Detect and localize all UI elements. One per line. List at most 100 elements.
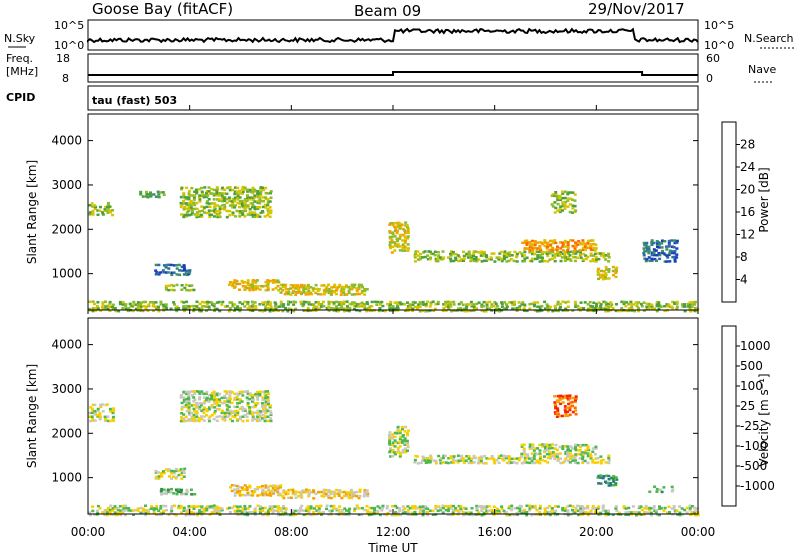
data-cell xyxy=(390,435,394,439)
data-cell xyxy=(693,309,697,313)
data-cell xyxy=(495,509,499,512)
data-cell xyxy=(579,251,583,254)
data-cell xyxy=(563,203,567,206)
data-cell xyxy=(406,449,409,452)
data-cell xyxy=(592,254,596,257)
data-cell xyxy=(162,193,166,197)
data-cell xyxy=(348,287,352,291)
data-cell xyxy=(106,307,110,311)
data-cell xyxy=(599,459,603,462)
data-cell xyxy=(134,307,138,311)
data-cell xyxy=(650,259,654,262)
data-cell xyxy=(255,279,259,282)
data-cell xyxy=(551,455,555,458)
data-cell xyxy=(187,403,191,407)
data-cell xyxy=(121,510,125,514)
data-cell xyxy=(609,482,613,485)
data-cell xyxy=(236,198,240,201)
data-cell xyxy=(250,305,254,308)
data-cell xyxy=(459,301,463,304)
data-cell xyxy=(373,300,377,304)
data-cell xyxy=(246,281,250,285)
data-cell xyxy=(238,505,242,508)
data-cell xyxy=(564,256,568,259)
data-cell xyxy=(395,231,399,235)
data-cell xyxy=(556,409,560,412)
data-cell xyxy=(236,509,240,513)
data-cell xyxy=(174,488,178,491)
data-cell xyxy=(261,405,264,409)
data-cell xyxy=(620,300,624,304)
data-cell xyxy=(172,284,176,288)
data-cell xyxy=(324,489,328,492)
data-cell xyxy=(137,307,141,310)
data-cell xyxy=(452,259,456,263)
data-cell xyxy=(90,411,94,415)
data-cell xyxy=(471,513,475,516)
data-cell xyxy=(573,511,577,514)
data-cell xyxy=(444,505,447,508)
data-cell xyxy=(363,493,367,496)
data-cell xyxy=(324,287,328,290)
data-cell xyxy=(193,398,197,402)
data-cell xyxy=(106,205,109,209)
data-cell xyxy=(472,307,476,311)
data-cell xyxy=(233,494,237,497)
data-cell xyxy=(227,414,231,417)
data-cell xyxy=(404,239,407,243)
data-cell xyxy=(189,206,193,209)
data-cell xyxy=(264,390,268,393)
data-cell xyxy=(670,485,674,489)
data-cell xyxy=(390,513,394,517)
data-cell xyxy=(267,392,271,396)
data-cell xyxy=(93,204,97,207)
data-cell xyxy=(563,509,567,512)
data-cell xyxy=(253,207,257,211)
data-cell xyxy=(170,507,174,510)
data-cell xyxy=(200,205,204,208)
data-cell xyxy=(571,191,575,194)
data-cell xyxy=(213,192,217,196)
data-cell xyxy=(558,396,562,399)
data-cell xyxy=(180,417,184,421)
data-cell xyxy=(193,493,197,496)
data-cell xyxy=(205,409,209,413)
data-cell xyxy=(225,197,229,201)
data-cell xyxy=(599,273,603,277)
data-cell xyxy=(169,511,173,515)
data-cell xyxy=(226,186,230,189)
data-cell xyxy=(179,201,183,205)
data-cell xyxy=(154,269,158,272)
data-cell xyxy=(213,307,217,310)
data-cell xyxy=(633,309,637,313)
data-cell xyxy=(225,392,229,395)
data-cell xyxy=(239,417,242,421)
data-cell xyxy=(546,449,550,452)
data-cell xyxy=(577,449,581,452)
data-cell xyxy=(156,271,160,275)
data-cell xyxy=(465,254,469,257)
data-cell xyxy=(520,445,524,448)
data-cell xyxy=(233,511,237,515)
data-cell xyxy=(337,303,341,306)
data-cell xyxy=(447,457,451,460)
data-cell xyxy=(428,309,432,312)
data-cell xyxy=(605,474,609,477)
data-cell xyxy=(574,252,578,255)
data-cell xyxy=(235,409,239,413)
data-cell xyxy=(508,251,512,254)
data-cell xyxy=(566,505,570,508)
data-cell xyxy=(391,306,395,310)
data-cell xyxy=(248,288,252,292)
data-cell xyxy=(391,505,395,508)
data-cell xyxy=(139,305,143,308)
data-cell xyxy=(396,306,400,310)
data-cell xyxy=(241,407,245,411)
data-cell xyxy=(416,250,420,253)
data-cell xyxy=(251,288,255,292)
data-cell xyxy=(144,195,148,198)
data-cell xyxy=(648,304,652,308)
freq-tick-top: 18 xyxy=(56,52,70,65)
data-cell xyxy=(309,291,313,295)
data-cell xyxy=(213,506,217,510)
